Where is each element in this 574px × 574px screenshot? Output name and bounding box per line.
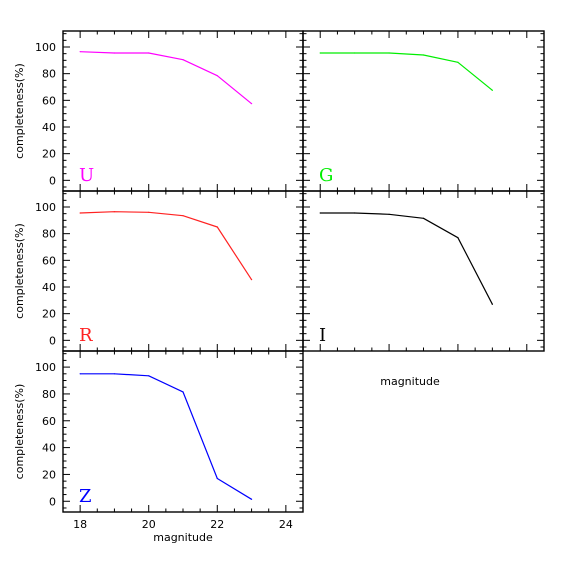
x-tick-label: 24 xyxy=(279,518,293,531)
y-tick-label: 20 xyxy=(42,468,56,481)
band-label: Z xyxy=(79,486,92,507)
panel-frame xyxy=(62,350,304,513)
y-tick-label: 20 xyxy=(42,148,56,161)
y-tick-label: 40 xyxy=(42,121,56,134)
panel-u: 0 20 40 60 80 100 completeness(%) U xyxy=(13,30,304,192)
data-point xyxy=(250,279,253,281)
data-point xyxy=(216,75,218,77)
y-tick-label: 60 xyxy=(42,415,56,428)
y-axis-title: completeness(%) xyxy=(13,384,26,480)
x-tick-label: 22 xyxy=(210,518,224,531)
data-point xyxy=(79,51,81,53)
data-point xyxy=(216,226,218,228)
data-point xyxy=(148,211,150,213)
series-line xyxy=(80,51,252,105)
y-axis-title: completeness(%) xyxy=(13,63,26,159)
panel-frame xyxy=(62,190,304,352)
data-point xyxy=(250,498,253,500)
data-point xyxy=(79,373,81,375)
data-point xyxy=(354,212,356,214)
band-label: I xyxy=(319,325,326,346)
y-tick-label: 100 xyxy=(35,361,56,374)
band-label: G xyxy=(319,165,333,186)
y-tick-label: 0 xyxy=(49,334,56,347)
data-point xyxy=(182,59,184,61)
band-label: R xyxy=(79,325,93,346)
series-line xyxy=(320,212,493,305)
data-point xyxy=(148,375,150,377)
data-point xyxy=(79,212,81,214)
data-point xyxy=(422,54,425,56)
data-point xyxy=(113,373,116,375)
data-point xyxy=(457,61,459,63)
x-axis-title: magnitude xyxy=(380,375,440,388)
panel-frame xyxy=(302,190,545,352)
data-point xyxy=(148,52,150,54)
series-line xyxy=(80,211,253,281)
y-tick-label: 40 xyxy=(42,281,56,294)
y-tick-label: 100 xyxy=(35,201,56,214)
data-point xyxy=(491,303,493,305)
y-tick-label: 0 xyxy=(49,495,56,508)
y-tick-label: 80 xyxy=(42,388,56,401)
x-tick-label: 20 xyxy=(142,518,156,531)
series-line xyxy=(320,52,493,91)
panel-g: G xyxy=(302,30,545,192)
panel-i: I xyxy=(302,190,545,352)
data-point xyxy=(388,52,390,54)
data-point xyxy=(250,103,253,105)
panel-frame xyxy=(62,30,304,192)
x-axis-title: magnitude xyxy=(153,531,213,544)
panel-r: 0 20 40 60 80 100 completeness(%) R xyxy=(13,190,304,352)
y-tick-label: 80 xyxy=(42,68,56,81)
data-point xyxy=(113,211,116,213)
y-tick-label: 0 xyxy=(49,174,56,187)
y-tick-label: 80 xyxy=(42,228,56,241)
y-tick-label: 40 xyxy=(42,442,56,455)
band-label: U xyxy=(79,165,94,186)
data-point xyxy=(319,212,321,214)
y-tick-label: 20 xyxy=(42,308,56,321)
y-tick-label: 60 xyxy=(42,254,56,267)
series-line xyxy=(80,373,252,500)
data-point xyxy=(182,391,184,393)
y-axis-title: completeness(%) xyxy=(13,223,26,319)
data-point xyxy=(388,213,390,215)
y-tick-label: 100 xyxy=(35,41,56,54)
data-point xyxy=(422,217,425,219)
y-tick-label: 60 xyxy=(42,94,56,107)
x-tick-label: 18 xyxy=(73,518,87,531)
data-point xyxy=(182,215,184,217)
panel-z: 0 20 40 60 80 100 18 20 22 24 completeness(%) Z xyxy=(13,350,304,531)
data-point xyxy=(354,52,356,54)
data-point xyxy=(457,237,459,239)
data-point xyxy=(491,89,493,91)
data-point xyxy=(113,52,116,54)
data-point xyxy=(319,52,321,54)
data-point xyxy=(216,477,218,480)
